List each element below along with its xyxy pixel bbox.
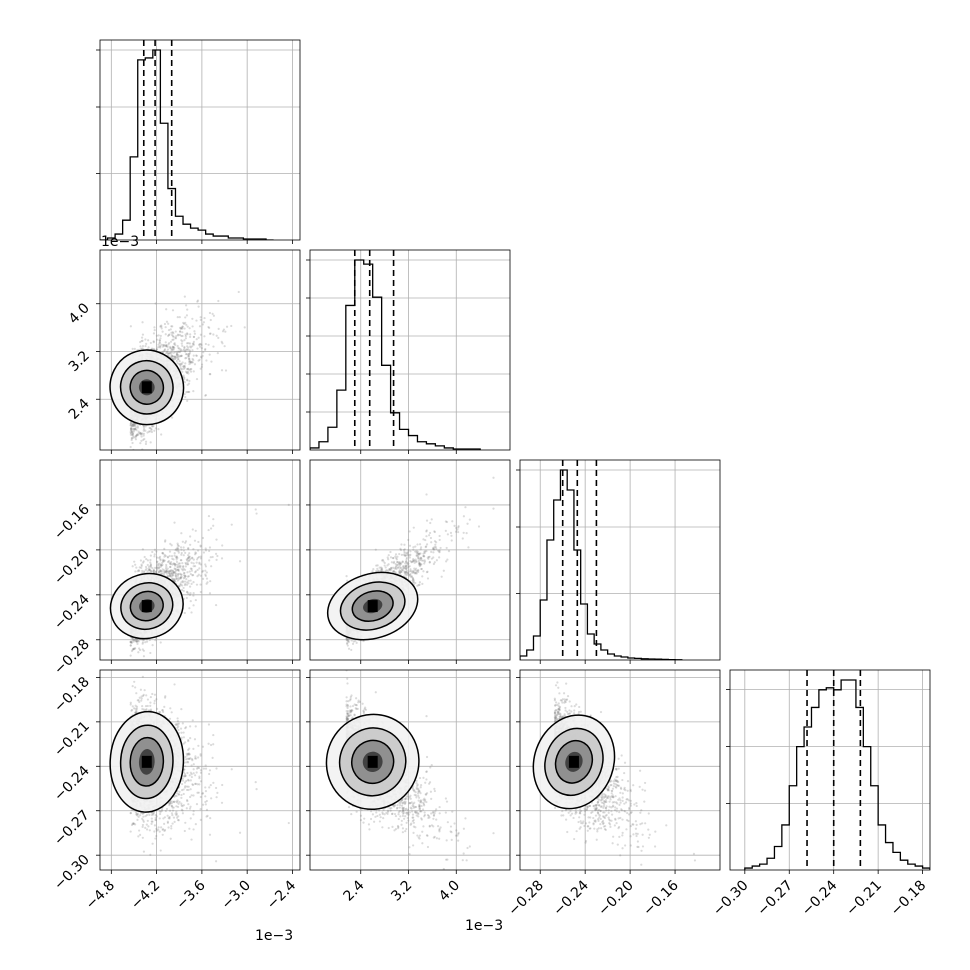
panels-layer	[96, 39, 931, 874]
x-tick-label: −3.0	[219, 878, 254, 913]
axes-frame	[99, 459, 301, 661]
density-peak	[367, 600, 378, 613]
panel-3-1	[306, 669, 511, 874]
x-tick-label: −0.27	[754, 878, 796, 920]
histogram-step	[744, 679, 930, 870]
axes-frame	[519, 459, 721, 661]
y-tick-label: −0.24	[51, 763, 93, 805]
axes-frame	[519, 669, 721, 871]
y-tick-label: −0.27	[51, 807, 93, 849]
axes-frame	[99, 249, 301, 451]
y-tick-label: 3.2	[66, 348, 93, 375]
y-tick-label: −0.16	[51, 501, 93, 543]
y-tick-label: −0.30	[51, 852, 93, 894]
y-tick-label: −0.20	[51, 546, 93, 588]
y-tick-label: 2.4	[66, 396, 93, 423]
x-tick-label: −0.16	[640, 877, 682, 919]
density-peak	[141, 600, 152, 613]
panel-3-0	[96, 669, 301, 874]
axes-frame	[99, 39, 301, 241]
x-tick-label: −0.18	[888, 878, 930, 920]
y-tick-label: 4.0	[66, 300, 93, 327]
y-tick-label: −0.28	[51, 636, 93, 678]
x-tick-label: −0.24	[799, 877, 841, 919]
y-tick-label: −0.18	[51, 674, 93, 716]
histogram-step	[100, 49, 274, 240]
panel-3-3	[726, 669, 931, 874]
x-tick-label: −0.28	[505, 878, 547, 920]
histogram-step	[520, 469, 683, 660]
y-offset-label: 1e−3	[101, 234, 139, 250]
axes-frame	[99, 669, 301, 871]
x-tick-label: 2.4	[341, 877, 368, 904]
y-tick-label: −0.21	[51, 718, 93, 760]
panel-0-0	[96, 39, 301, 244]
histogram-step	[310, 259, 481, 450]
panel-2-1	[306, 459, 511, 664]
panel-2-0	[96, 459, 301, 664]
density-peak	[568, 755, 579, 768]
axes-frame	[309, 669, 511, 871]
x-tick-label: −0.20	[595, 878, 637, 920]
x-offset-label-1: 1e−3	[465, 918, 503, 934]
x-tick-label: −0.30	[710, 878, 752, 920]
panel-1-0	[96, 249, 301, 454]
x-tick-label: −3.6	[173, 877, 208, 912]
x-tick-label: −4.8	[83, 878, 118, 913]
x-tick-label: −2.4	[264, 877, 299, 912]
axes-frame	[729, 669, 931, 871]
panel-1-1	[306, 249, 511, 454]
x-tick-label: −4.2	[128, 878, 163, 913]
axes-frame	[309, 249, 511, 451]
density-peak	[141, 381, 152, 394]
axes-frame	[309, 459, 511, 661]
panel-2-2	[516, 459, 721, 664]
x-tick-label: −0.21	[843, 878, 885, 920]
x-offset-label-0: 1e−3	[255, 928, 293, 944]
panel-3-2	[516, 669, 721, 874]
x-tick-label: 4.0	[436, 878, 463, 905]
x-tick-label: 3.2	[388, 878, 415, 905]
x-tick-label: −0.24	[550, 877, 592, 919]
density-peak	[367, 755, 378, 768]
y-tick-label: −0.24	[51, 591, 93, 633]
density-peak	[141, 755, 152, 768]
